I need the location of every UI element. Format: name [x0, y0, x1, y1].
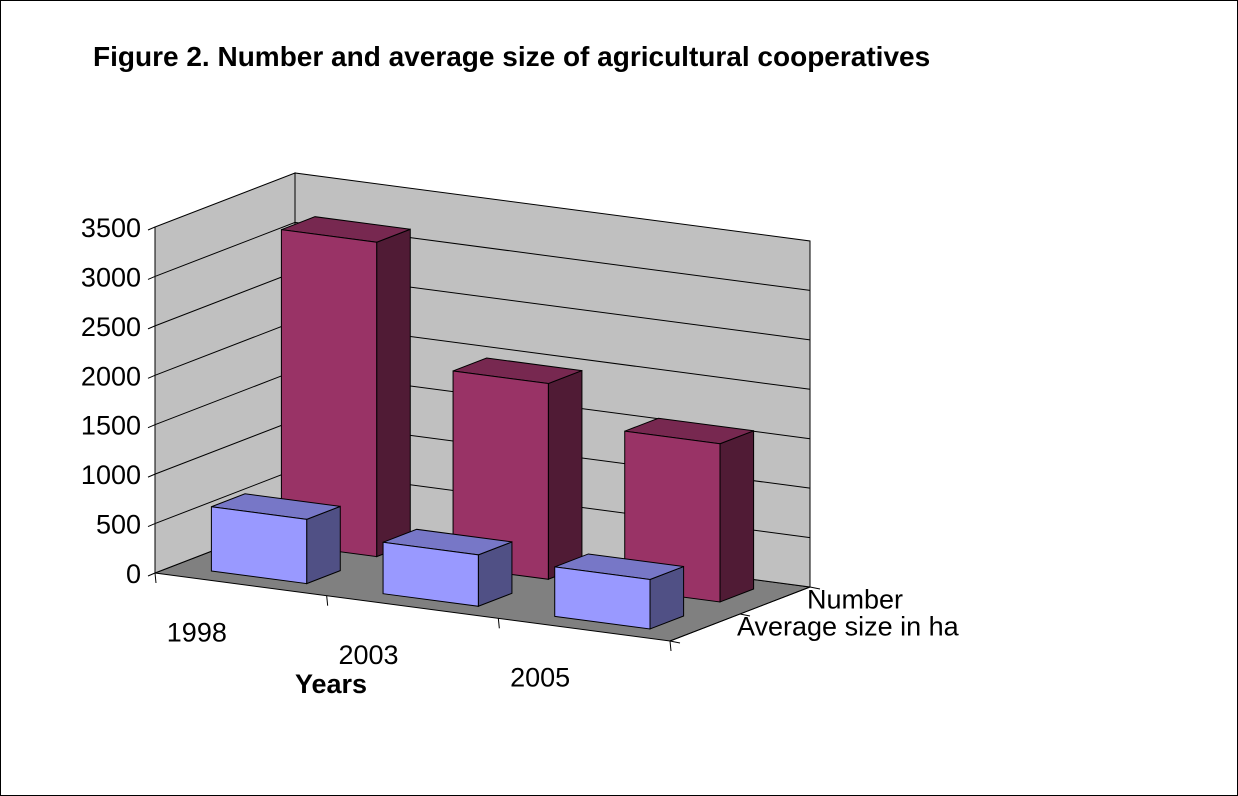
bar — [554, 566, 651, 630]
y-tick-mark — [147, 374, 156, 379]
x-tick-label: 2003 — [338, 640, 398, 670]
y-tick-label: 1500 — [81, 411, 141, 441]
bar — [382, 541, 479, 607]
y-tick-label: 1000 — [81, 460, 141, 490]
y-tick-mark — [147, 424, 156, 429]
y-tick-mark — [147, 473, 156, 478]
bar-side — [547, 369, 583, 580]
depth-tick-mark — [669, 640, 681, 644]
series-label: Average size in ha — [737, 612, 960, 642]
y-tick-label: 0 — [126, 559, 141, 589]
x-tick-mark — [669, 640, 672, 652]
y-tick-label: 3000 — [81, 262, 141, 292]
y-tick-label: 2500 — [81, 312, 141, 342]
series-label: Number — [807, 585, 903, 615]
depth-tick-mark — [739, 613, 751, 617]
chart-title: Figure 2. Number and average size of agr… — [93, 41, 931, 72]
bar-side — [376, 228, 411, 558]
bar-side — [306, 505, 341, 585]
x-tick-mark — [497, 618, 500, 629]
y-tick-label: 2000 — [81, 361, 141, 391]
depth-tick-mark — [809, 586, 821, 590]
bar — [280, 229, 378, 558]
y-tick-mark — [147, 226, 156, 231]
y-tick-label: 500 — [96, 510, 141, 540]
bar — [624, 430, 721, 603]
bar — [210, 506, 308, 585]
y-tick-label: 3500 — [81, 213, 141, 243]
gridline — [154, 221, 811, 291]
bar — [452, 370, 549, 580]
bar-side — [719, 430, 755, 603]
x-tick-label: 2005 — [510, 663, 570, 693]
x-tick-label: 1998 — [167, 617, 227, 647]
y-tick-mark — [147, 572, 156, 577]
x-axis-title: Years — [295, 669, 367, 699]
x-tick-mark — [326, 595, 329, 606]
y-tick-mark — [147, 275, 156, 280]
y-tick-mark — [147, 325, 156, 330]
x-tick-mark — [154, 572, 157, 584]
y-tick-mark — [147, 523, 156, 528]
